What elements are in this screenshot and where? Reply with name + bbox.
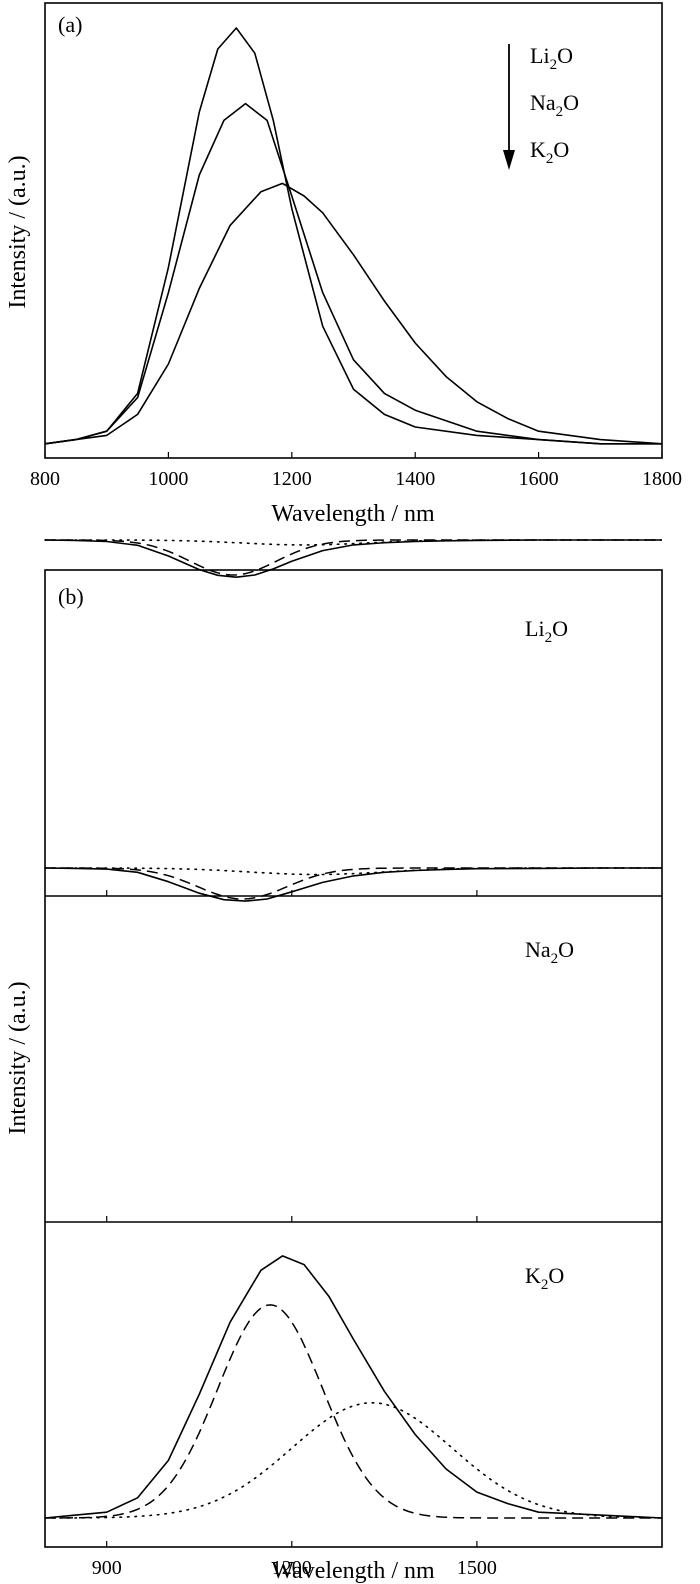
panel-b-x-tick-label-900: 900 — [92, 1557, 122, 1579]
panel-a-series-k2o — [44, 182, 663, 445]
panel-b-sub-label-k2o: K2O — [525, 1263, 564, 1293]
panel-b-sub-li2o-total — [44, 539, 662, 578]
panel-b-sub-li2o-gauss-1 — [45, 539, 662, 576]
panel-b-sub-k2o — [44, 1255, 663, 1519]
panel-b-x-axis-label: Wavelength / nm — [271, 1558, 435, 1584]
panel-a-x-tick-label-1000: 1000 — [148, 468, 188, 490]
legend-arrow-head — [503, 150, 515, 170]
panel-b-sub-label-na2o: Na2O — [525, 937, 574, 967]
panel-a-frame — [44, 2, 663, 459]
panel-a-x-tick-label-1600: 1600 — [519, 468, 559, 490]
panel-b-sub-k2o-gauss-2 — [44, 1401, 663, 1519]
panel-a-y-axis-label: Intensity / (a.u.) — [5, 155, 31, 308]
panel-a: (a) Intensity / (a.u.) Wavelength / nm 8… — [5, 2, 682, 527]
panel-a-label: (a) — [58, 12, 82, 37]
panel-b-sub-k2o-gauss-1 — [45, 1304, 662, 1519]
panel-b: (b) Intensity / (a.u.) Wavelength / nm L… — [5, 539, 663, 1584]
panel-a-x-tick-label-1200: 1200 — [272, 468, 312, 490]
panel-b-x-tick-label-1500: 1500 — [457, 1557, 497, 1579]
panel-b-x-tick-label-1200: 1200 — [272, 1557, 312, 1579]
panel-b-sub-na2o — [44, 867, 663, 902]
panel-a-x-axis-label: Wavelength / nm — [271, 501, 435, 527]
panel-b-sub-li2o — [44, 539, 663, 578]
panel-b-sub-li2o-gauss-2 — [44, 539, 663, 546]
panel-a-x-tick-label-800: 800 — [30, 468, 60, 490]
panel-b-sub-label-li2o: Li2O — [525, 616, 568, 646]
panel-b-sub-na2o-gauss-2 — [44, 867, 663, 876]
panel-a-x-tick-label-1400: 1400 — [395, 468, 435, 490]
panel-b-label: (b) — [58, 584, 84, 609]
panel-b-sub-na2o-gauss-1 — [45, 867, 662, 900]
legend-entry-na2o: Na2O — [530, 90, 579, 120]
panel-a-x-tick-label-1800: 1800 — [642, 468, 682, 490]
panel-a-series-li2o — [44, 27, 662, 445]
panel-a-series-na2o — [44, 102, 662, 445]
legend-entry-li2o: Li2O — [530, 43, 573, 73]
panel-b-sub-k2o-total — [44, 1255, 663, 1519]
panel-a-legend: Li2O Na2O K2O — [503, 43, 579, 170]
panel-b-sub-na2o-total — [44, 867, 662, 902]
panel-b-frame — [44, 569, 663, 1548]
legend-entry-k2o: K2O — [530, 137, 569, 167]
panel-b-y-axis-label: Intensity / (a.u.) — [5, 981, 31, 1134]
